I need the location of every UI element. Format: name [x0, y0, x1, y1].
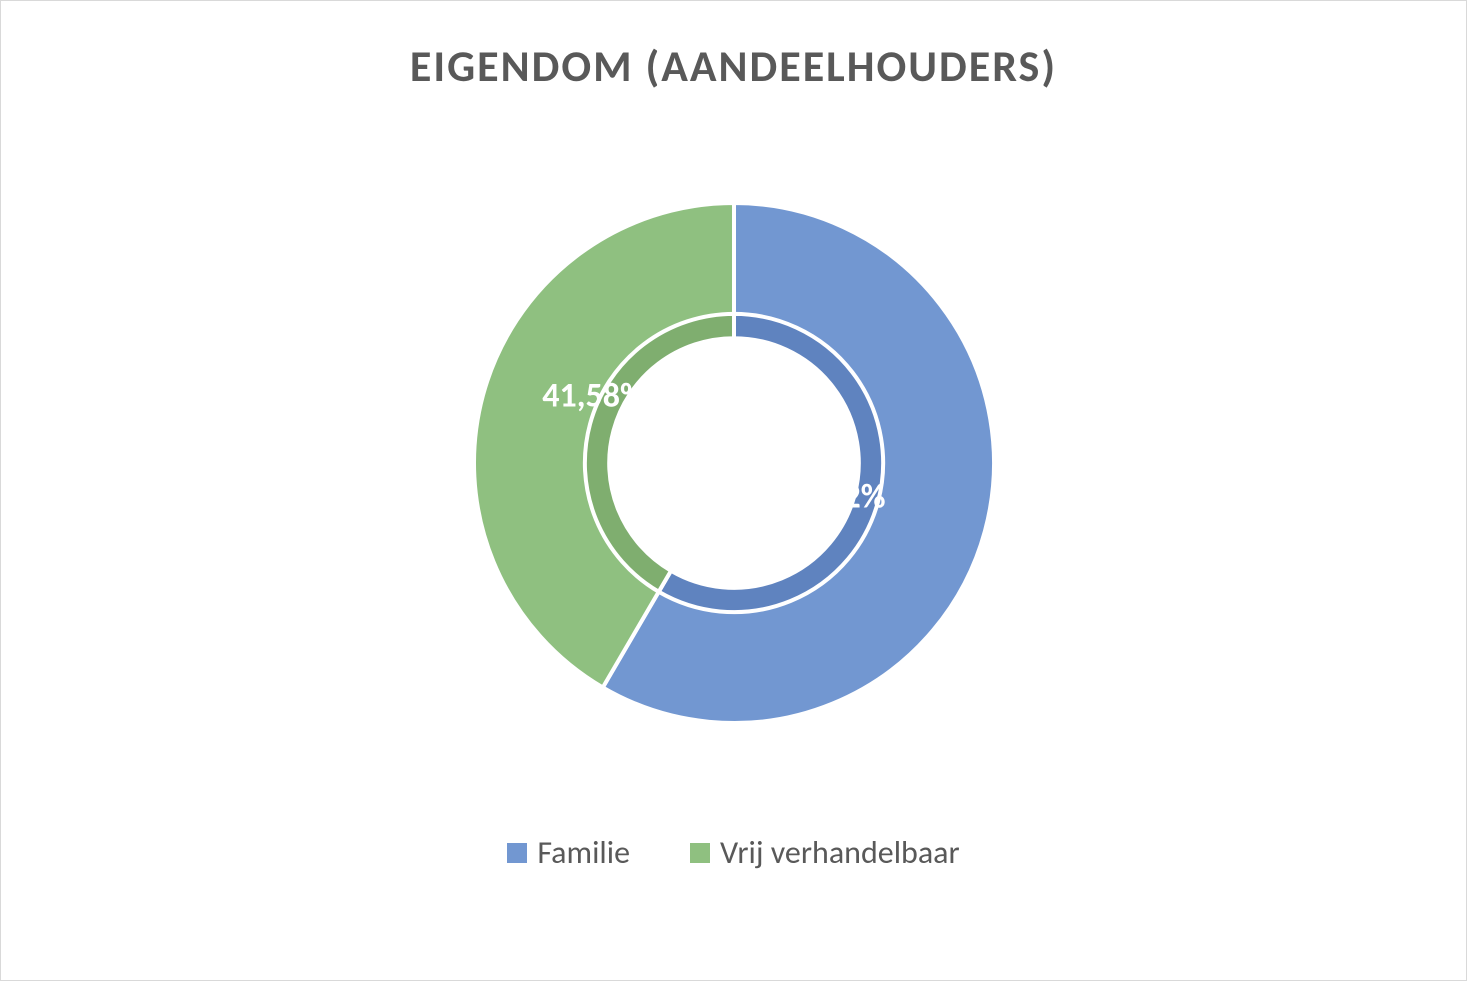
chart-legend: Familie Vrij verhandelbaar [507, 833, 959, 872]
legend-item: Familie [507, 833, 630, 872]
donut-svg [454, 183, 1014, 743]
legend-item: Vrij verhandelbaar [690, 833, 960, 872]
chart-frame: EIGENDOM (AANDEELHOUDERS) 58,42% 41,58% F… [0, 0, 1467, 981]
chart-title: EIGENDOM (AANDEELHOUDERS) [410, 39, 1057, 93]
legend-swatch [507, 843, 527, 863]
donut-chart: 58,42% 41,58% [454, 183, 1014, 743]
slice-data-label: 58,42% [783, 476, 885, 517]
legend-label: Vrij verhandelbaar [720, 833, 960, 872]
legend-swatch [690, 843, 710, 863]
slice-data-label: 41,58% [542, 375, 644, 416]
legend-label: Familie [537, 833, 630, 872]
